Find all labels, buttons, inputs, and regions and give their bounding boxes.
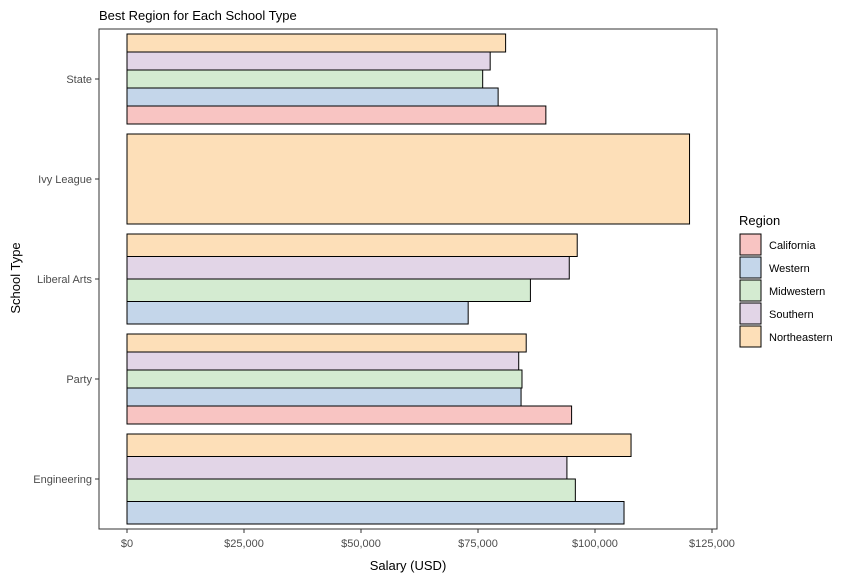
bar-engineering-midwestern <box>126 478 576 502</box>
legend-label-northeastern: Northeastern <box>769 332 833 344</box>
bar-liberal-arts-midwestern <box>126 278 531 302</box>
legend-label-midwestern: Midwestern <box>769 286 825 298</box>
bar-state-western <box>126 87 499 107</box>
bar-engineering-northeastern <box>126 433 632 457</box>
chart-title: Best Region for Each School Type <box>99 8 297 23</box>
x-tick-label: $125,000 <box>689 538 735 550</box>
bar-state-southern <box>126 51 491 71</box>
legend-swatch-western <box>739 256 762 279</box>
bar-state-midwestern <box>126 69 484 89</box>
x-tick-label: $0 <box>121 538 133 550</box>
legend-swatch-southern <box>739 302 762 325</box>
bar-liberal-arts-northeastern <box>126 233 578 257</box>
legend-swatch-northeastern <box>739 325 762 348</box>
legend: Region California Western Midwestern Southe… <box>739 213 833 348</box>
bar-state-california <box>126 105 547 125</box>
legend-label-southern: Southern <box>769 309 814 321</box>
legend-title: Region <box>739 213 780 228</box>
x-tick-label: $50,000 <box>341 538 381 550</box>
x-tick-label: $100,000 <box>572 538 618 550</box>
y-tick-label: State <box>66 74 92 86</box>
bar-liberal-arts-western <box>126 301 469 325</box>
y-tick-label: Ivy League <box>38 174 92 186</box>
bar-engineering-southern <box>126 456 568 480</box>
y-tick-label: Liberal Arts <box>37 274 93 286</box>
x-tick-label: $25,000 <box>224 538 264 550</box>
x-tick-label: $75,000 <box>458 538 498 550</box>
bar-engineering-western <box>126 501 625 525</box>
y-axis-title: School Type <box>8 242 23 313</box>
y-tick-label: Engineering <box>33 474 92 486</box>
bar-party-california <box>126 405 573 425</box>
legend-swatch-california <box>739 233 762 256</box>
bar-party-southern <box>126 351 520 371</box>
legend-label-california: California <box>769 240 816 252</box>
y-tick-label: Party <box>66 374 92 386</box>
legend-swatch-midwestern <box>739 279 762 302</box>
bar-liberal-arts-southern <box>126 256 570 280</box>
bar-state-northeastern <box>126 33 507 53</box>
legend-label-western: Western <box>769 263 810 275</box>
bar-party-northeastern <box>126 333 527 353</box>
bar-ivy-league-northeastern <box>126 133 691 225</box>
bar-party-midwestern <box>126 369 523 389</box>
bar-party-western <box>126 387 522 407</box>
x-axis-title: Salary (USD) <box>370 558 447 573</box>
